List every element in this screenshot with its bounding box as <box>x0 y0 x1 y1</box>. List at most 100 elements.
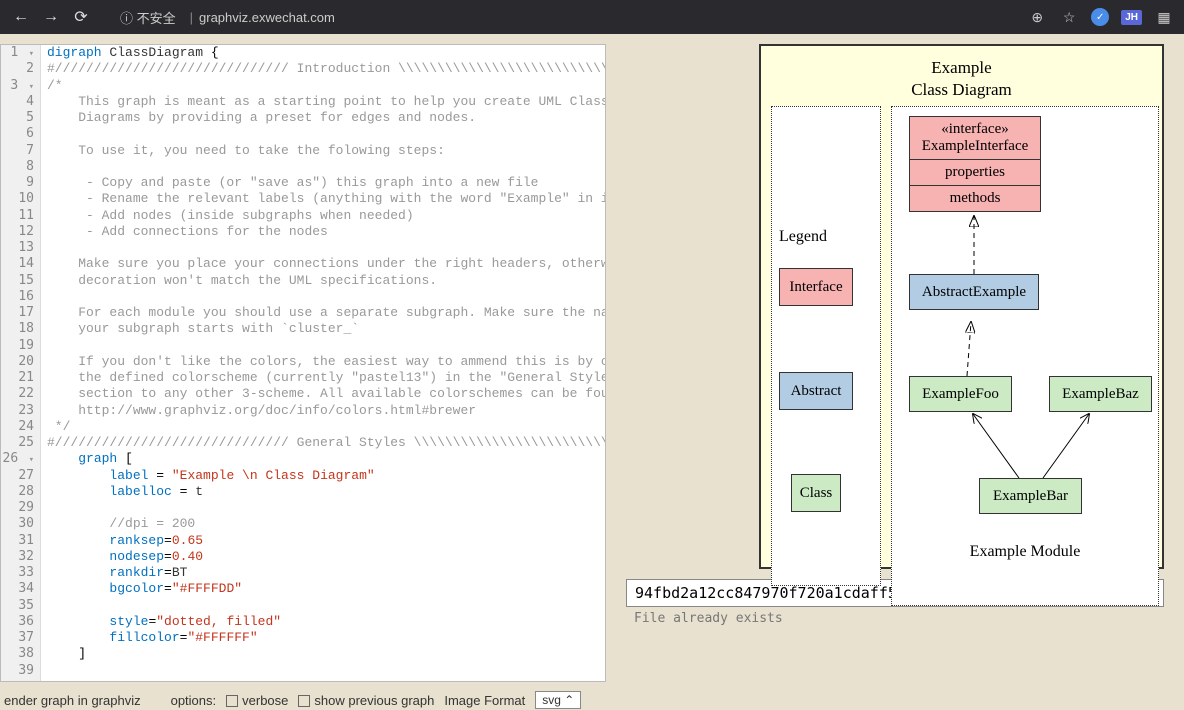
code-line[interactable]: - Add connections for the nodes <box>47 224 605 240</box>
code-line[interactable]: To use it, you need to take the folowing… <box>47 143 605 159</box>
verbose-checkbox[interactable]: verbose <box>226 693 288 708</box>
line-number: 13 <box>1 240 34 256</box>
line-number: 28 <box>1 484 34 500</box>
interface-row: «interface»ExampleInterface <box>910 117 1040 160</box>
file-message: File already exists <box>626 607 1164 630</box>
line-number: 25 <box>1 435 34 451</box>
line-number: 31 <box>1 533 34 549</box>
code-line[interactable]: ranksep=0.65 <box>47 533 605 549</box>
code-line[interactable]: - Rename the relevant labels (anything w… <box>47 191 605 207</box>
translate-icon[interactable]: ⊕ <box>1027 7 1047 27</box>
line-number: 1 ▾ <box>1 45 34 61</box>
code-line[interactable]: - Copy and paste (or "save as") this gra… <box>47 175 605 191</box>
diagram-output: Example Class Diagram Legend <box>759 44 1164 569</box>
line-number: 29 <box>1 500 34 516</box>
line-number: 15 <box>1 273 34 289</box>
code-line[interactable] <box>47 500 605 516</box>
code-line[interactable] <box>47 126 605 142</box>
code-line[interactable] <box>47 338 605 354</box>
interface-row: properties <box>910 160 1040 186</box>
node-examplebaz: ExampleBaz <box>1049 376 1152 412</box>
code-line[interactable]: style="dotted, filled" <box>47 614 605 630</box>
code-editor[interactable]: 1 ▾2 3 ▾4 5 6 7 8 9 10 11 12 13 14 15 16… <box>0 44 606 682</box>
code-line[interactable]: For each module you should use a separat… <box>47 305 605 321</box>
line-number: 2 <box>1 61 34 77</box>
forward-button[interactable]: → <box>40 6 62 28</box>
qr-icon[interactable]: ▦ <box>1154 7 1174 27</box>
code-line[interactable]: Diagrams by providing a preset for edges… <box>47 110 605 126</box>
format-select[interactable]: svg ⌃ <box>535 691 581 709</box>
code-line[interactable]: This graph is meant as a starting point … <box>47 94 605 110</box>
line-number: 7 <box>1 143 34 159</box>
code-line[interactable] <box>47 289 605 305</box>
code-line[interactable]: #////////////////////////////// Introduc… <box>47 61 605 77</box>
reload-button[interactable]: ⟳ <box>70 6 92 28</box>
code-line[interactable]: your subgraph starts with `cluster_` <box>47 321 605 337</box>
code-line[interactable]: Make sure you place your connections und… <box>47 256 605 272</box>
code-line[interactable]: graph [ <box>47 451 605 467</box>
code-line[interactable]: //dpi = 200 <box>47 516 605 532</box>
line-number: 27 <box>1 468 34 484</box>
back-button[interactable]: ← <box>10 6 32 28</box>
code-line[interactable] <box>47 598 605 614</box>
insecure-label: ⓘ 不安全 <box>120 8 176 27</box>
browser-bar: ← → ⟳ ⓘ 不安全 | graphviz.exwechat.com ⊕ ☆ … <box>0 0 1184 34</box>
line-number: 8 <box>1 159 34 175</box>
code-line[interactable]: nodesep=0.40 <box>47 549 605 565</box>
line-number: 23 <box>1 403 34 419</box>
diagram-title-1: Example <box>761 46 1162 80</box>
node-interface-table: «interface»ExampleInterfacepropertiesmet… <box>909 116 1041 212</box>
legend-node-abstract: Abstract <box>779 372 853 410</box>
code-line[interactable]: */ <box>47 419 605 435</box>
code-line[interactable]: /* <box>47 78 605 94</box>
code-line[interactable] <box>47 663 605 679</box>
url-bar[interactable]: ⓘ 不安全 | graphviz.exwechat.com <box>120 8 335 27</box>
legend-node-interface: Interface <box>779 268 853 306</box>
code-body[interactable]: digraph ClassDiagram {#/////////////////… <box>41 45 605 681</box>
code-line[interactable]: section to any other 3-scheme. All avail… <box>47 386 605 402</box>
module-label: Example Module <box>891 543 1159 561</box>
line-number: 21 <box>1 370 34 386</box>
show-prev-checkbox[interactable]: show previous graph <box>298 693 434 708</box>
line-number: 3 ▾ <box>1 78 34 94</box>
line-number: 11 <box>1 208 34 224</box>
code-line[interactable] <box>47 240 605 256</box>
line-number: 16 <box>1 289 34 305</box>
content-area: 1 ▾2 3 ▾4 5 6 7 8 9 10 11 12 13 14 15 16… <box>0 34 1184 710</box>
code-line[interactable]: digraph ClassDiagram { <box>47 45 605 61</box>
legend-node-class: Class <box>791 474 841 512</box>
line-gutter: 1 ▾2 3 ▾4 5 6 7 8 9 10 11 12 13 14 15 16… <box>1 45 41 681</box>
line-number: 14 <box>1 256 34 272</box>
node-examplebar: ExampleBar <box>979 478 1082 514</box>
profile-badge[interactable]: JH <box>1121 10 1142 25</box>
code-line[interactable]: ] <box>47 646 605 662</box>
star-icon[interactable]: ☆ <box>1059 7 1079 27</box>
interface-row: methods <box>910 186 1040 211</box>
code-line[interactable]: #////////////////////////////// General … <box>47 435 605 451</box>
code-line[interactable]: http://www.graphviz.org/doc/info/colors.… <box>47 403 605 419</box>
line-number: 18 <box>1 321 34 337</box>
legend-title: Legend <box>779 228 827 246</box>
code-line[interactable]: bgcolor="#FFFFDD" <box>47 581 605 597</box>
diagram-title-2: Class Diagram <box>761 80 1162 108</box>
code-line[interactable] <box>47 159 605 175</box>
line-number: 9 <box>1 175 34 191</box>
code-line[interactable]: fillcolor="#FFFFFF" <box>47 630 605 646</box>
extension-icon[interactable]: ✓ <box>1091 8 1109 26</box>
line-number: 20 <box>1 354 34 370</box>
code-line[interactable]: labelloc = t <box>47 484 605 500</box>
code-line[interactable]: If you don't like the colors, the easies… <box>47 354 605 370</box>
line-number: 6 <box>1 126 34 142</box>
line-number: 12 <box>1 224 34 240</box>
code-line[interactable]: rankdir=BT <box>47 565 605 581</box>
node-examplefoo: ExampleFoo <box>909 376 1012 412</box>
code-line[interactable]: decoration won't match the UML specifica… <box>47 273 605 289</box>
code-line[interactable]: label = "Example \n Class Diagram" <box>47 468 605 484</box>
line-number: 39 <box>1 663 34 679</box>
legend-cluster <box>771 106 881 586</box>
code-line[interactable]: the defined colorscheme (currently "past… <box>47 370 605 386</box>
options-label: options: <box>171 693 217 708</box>
line-number: 30 <box>1 516 34 532</box>
code-line[interactable]: - Add nodes (inside subgraphs when neede… <box>47 208 605 224</box>
line-number: 19 <box>1 338 34 354</box>
